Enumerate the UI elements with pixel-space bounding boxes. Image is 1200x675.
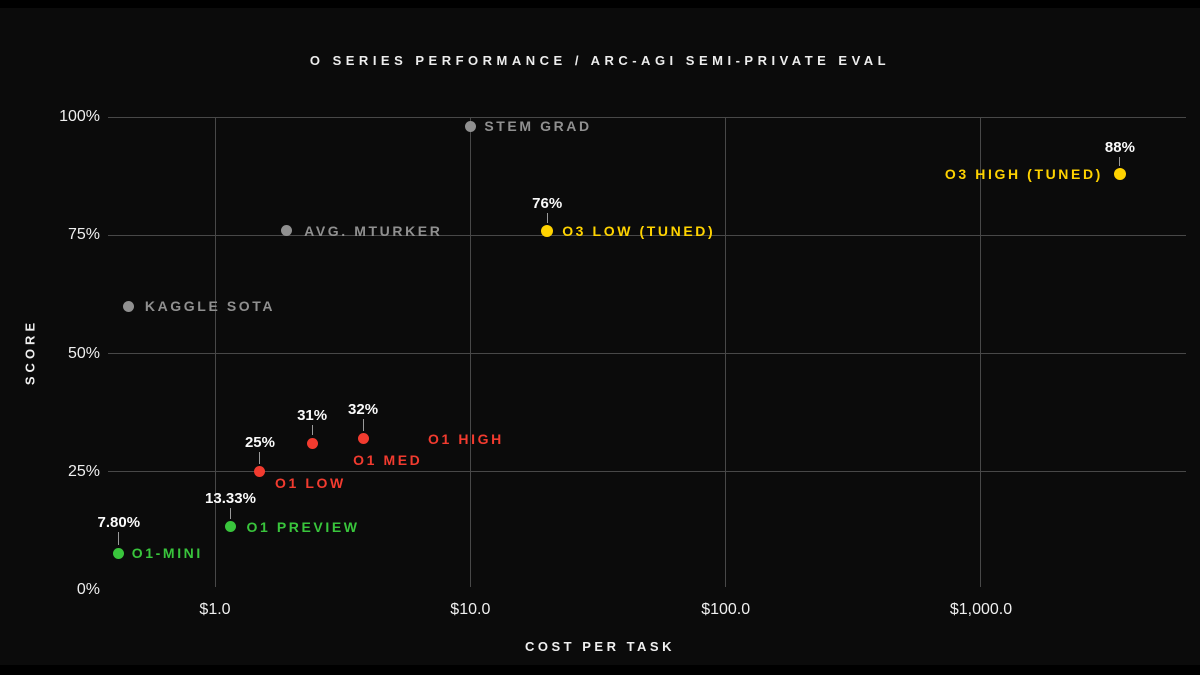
x-tick-10: $10.0 bbox=[450, 601, 491, 618]
o1-high-dot bbox=[357, 433, 369, 445]
o1-mini-label: O1-MINI bbox=[131, 545, 203, 562]
x-tick-1000: $1,000.0 bbox=[949, 601, 1013, 618]
o1-preview-connector bbox=[229, 507, 231, 519]
o1-high-label: O1 HIGH bbox=[428, 430, 504, 447]
letterbox-bottom-bar bbox=[0, 665, 1200, 675]
gridline-h-25 bbox=[108, 471, 1186, 473]
avg-mturker-label: AVG. MTURKER bbox=[304, 222, 443, 239]
y-tick-100: 100% bbox=[59, 108, 100, 125]
y-tick-25: 25% bbox=[67, 462, 100, 480]
stem-grad-label: STEM GRAD bbox=[484, 118, 592, 135]
o3-high-tuned-value: 88% bbox=[1104, 138, 1135, 156]
o1-med-dot bbox=[306, 437, 318, 449]
o1-low-connector bbox=[259, 451, 261, 464]
gridline-h-75 bbox=[108, 234, 1186, 236]
avg-mturker-dot bbox=[280, 225, 292, 237]
o1-mini-dot bbox=[113, 547, 125, 559]
o1-preview-label: O1 PREVIEW bbox=[246, 518, 360, 535]
o1-med-value: 31% bbox=[297, 407, 328, 425]
o1-low-value: 25% bbox=[244, 433, 275, 451]
gridline-v-10 bbox=[469, 117, 471, 587]
o1-mini-value: 7.80% bbox=[97, 514, 141, 532]
o1-high-value: 32% bbox=[348, 400, 379, 418]
o3-high-tuned-connector bbox=[1119, 156, 1121, 166]
o3-high-tuned-dot bbox=[1113, 167, 1126, 180]
gridline-h-50 bbox=[108, 353, 1186, 354]
o3-low-tuned-label: O3 LOW (TUNED) bbox=[562, 222, 716, 239]
kaggle-sota-dot bbox=[123, 300, 135, 312]
gridline-v-1 bbox=[214, 117, 216, 587]
chart-title: O SERIES PERFORMANCE / ARC-AGI SEMI-PRIV… bbox=[309, 53, 891, 68]
o3-high-tuned-label: O3 HIGH (TUNED) bbox=[944, 165, 1103, 182]
o1-low-dot bbox=[254, 466, 266, 478]
y-tick-75: 75% bbox=[67, 226, 100, 244]
stem-grad-dot bbox=[464, 120, 476, 132]
o1-high-connector bbox=[362, 418, 364, 431]
x-tick-100: $100.0 bbox=[701, 601, 751, 618]
o3-low-tuned-value: 76% bbox=[532, 194, 563, 212]
o3-low-tuned-dot bbox=[541, 224, 554, 237]
o1-preview-value: 13.33% bbox=[205, 489, 256, 507]
gridline-h-100 bbox=[108, 116, 1186, 118]
o3-low-tuned-connector bbox=[546, 212, 548, 223]
o1-med-connector bbox=[311, 425, 313, 436]
o1-mini-connector bbox=[118, 532, 120, 546]
o1-preview-dot bbox=[224, 521, 236, 533]
gridline-v-100 bbox=[725, 117, 727, 587]
y-tick-0: 0% bbox=[76, 581, 100, 598]
kaggle-sota-label: KAGGLE SOTA bbox=[144, 298, 276, 315]
letterbox-top-bar bbox=[0, 0, 1200, 8]
gridline-v-1000 bbox=[980, 117, 982, 587]
x-tick-1: $1.0 bbox=[199, 601, 231, 618]
x-axis-title: COST PER TASK bbox=[525, 639, 675, 654]
o1-low-label: O1 LOW bbox=[274, 474, 346, 491]
o1-med-label: O1 MED bbox=[353, 452, 423, 469]
y-tick-50: 50% bbox=[67, 344, 100, 362]
